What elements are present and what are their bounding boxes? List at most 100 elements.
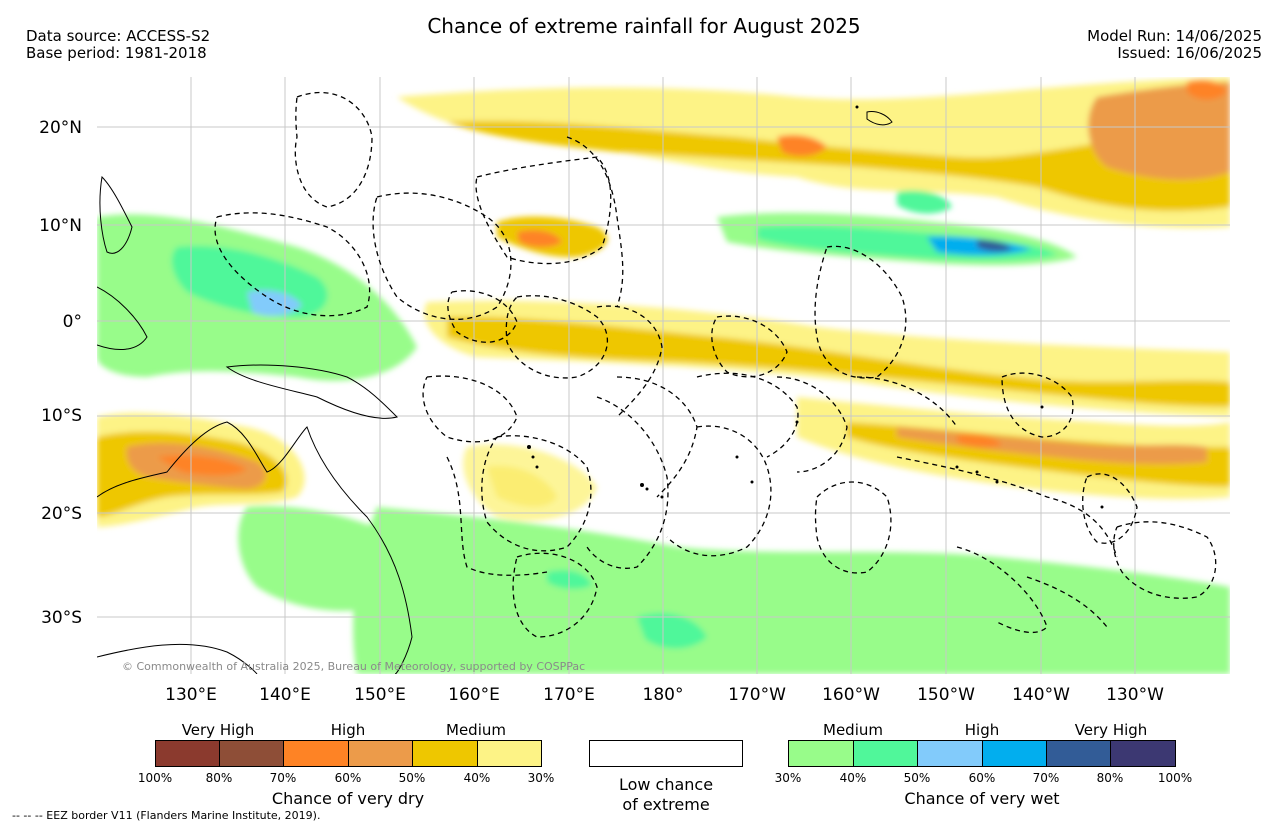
dry-swatch: [477, 740, 542, 767]
eez-border: [1001, 372, 1074, 438]
eez-border: [446, 456, 548, 576]
wet-legend-caption: Chance of very wet: [904, 789, 1060, 808]
eez-border: [596, 305, 663, 418]
coastlines: [97, 111, 893, 674]
lat-label: 20°N: [39, 118, 82, 138]
lon-label: 160°E: [448, 685, 500, 705]
eez-border: [711, 315, 788, 378]
wet-percent-label: 30%: [774, 771, 802, 785]
eez-border: [422, 375, 518, 443]
eez-border: [814, 481, 892, 574]
australia-coastline: [97, 421, 413, 674]
dry-swatch: [412, 740, 478, 767]
dry-region-north-hot-2: [1187, 80, 1227, 100]
lon-label: 180°: [642, 685, 684, 705]
dry-region-sw-pacific-light: [463, 444, 597, 521]
dry-percent-label: 100%: [137, 771, 173, 785]
wet-swatch: [917, 740, 983, 767]
issued-text: Issued: 16/06/2025: [1117, 44, 1262, 62]
eez-border: [505, 295, 608, 379]
wet-percent-label: 40%: [839, 771, 867, 785]
eez-border: [616, 376, 698, 498]
lon-label: 150°W: [917, 685, 975, 705]
map-title: Chance of extreme rainfall for August 20…: [427, 14, 861, 38]
lat-label: 10°S: [41, 406, 82, 426]
lon-label: 140°W: [1012, 685, 1070, 705]
wet-category-label: Very High: [1074, 721, 1148, 739]
dry-swatch: [155, 740, 220, 767]
eez-border: [294, 91, 373, 208]
dry-percent-label: 40%: [463, 771, 491, 785]
wet-swatch: [788, 740, 854, 767]
eez-border: [447, 290, 518, 343]
wet-region-south-pacific: [353, 507, 1230, 674]
lon-label: 160°W: [822, 685, 880, 705]
header-right: Model Run: 14/06/2025 Issued: 16/06/2025: [1087, 28, 1262, 62]
wet-percent-label: 50%: [903, 771, 931, 785]
eez-border: [666, 425, 772, 557]
wet-swatch: [1110, 740, 1176, 767]
dry-category-label: Medium: [446, 721, 506, 739]
wet-region-east-australia: [238, 506, 408, 611]
wet-percent-label: 60%: [968, 771, 996, 785]
eez-borders: [214, 91, 1217, 638]
dry-region-north-mid: [447, 120, 1230, 211]
dry-legend-caption: Chance of very dry: [271, 789, 425, 808]
dry-region-equatorial: [447, 316, 1230, 407]
header-left: Data source: ACCESS-S2 Base period: 1981…: [26, 28, 210, 62]
wet-percent-label: 70%: [1032, 771, 1060, 785]
eez-border: [372, 192, 512, 320]
eez-border: [896, 456, 1118, 558]
dry-percent-label: 70%: [269, 771, 297, 785]
eez-border: [776, 376, 848, 473]
dry-percent-label: 50%: [398, 771, 426, 785]
hawaii-coastline: [866, 111, 893, 126]
eez-border: [814, 245, 907, 379]
lon-label: 170°E: [543, 685, 595, 705]
dry-percent-label: 30%: [527, 771, 555, 785]
eez-border: [696, 372, 799, 458]
wet-percent-label: 100%: [1157, 771, 1193, 785]
dry-region-australia-red: [157, 455, 247, 476]
eez-border: [481, 435, 592, 552]
low-chance-line2: of extreme: [622, 795, 710, 814]
eez-border: [1113, 521, 1217, 599]
low-chance-line1: Low chance: [618, 775, 714, 794]
lat-label: 30°S: [41, 608, 82, 628]
eez-border: [1082, 473, 1138, 544]
lat-label: 10°N: [39, 216, 82, 236]
lat-label: 0°: [62, 312, 82, 332]
low-chance-label: Low chance of extreme: [619, 775, 713, 815]
eez-border: [214, 212, 371, 317]
eez-border: [856, 376, 958, 428]
dry-percent-label: 60%: [334, 771, 362, 785]
wet-region-north-central-dark: [977, 239, 1012, 252]
wet-category-label: Medium: [823, 721, 883, 739]
dry-region-north-orange: [1088, 82, 1230, 180]
new-zealand-coastline: [97, 643, 258, 674]
dry-swatch: [219, 740, 284, 767]
dry-percent-label: 80%: [205, 771, 233, 785]
lon-label: 140°E: [259, 685, 311, 705]
eez-footnote: -- -- -- EEZ border V11 (Flanders Marine…: [12, 809, 321, 822]
dry-swatch: [283, 740, 349, 767]
eez-border: [1026, 576, 1108, 628]
dry-region-north-hot: [777, 135, 827, 157]
dry-category-label: Very High: [181, 721, 255, 739]
wet-region-south-pacific-mid: [637, 613, 707, 649]
wet-region-hawaii: [897, 190, 952, 214]
lon-label: 170°W: [728, 685, 786, 705]
probability-fields: [97, 77, 1230, 674]
base-period-text: Base period: 1981-2018: [26, 44, 207, 62]
low-chance-swatch: [589, 740, 743, 767]
wet-category-label: High: [964, 721, 1000, 739]
wet-percent-label: 80%: [1096, 771, 1124, 785]
dry-region-central-north-hot: [517, 230, 562, 248]
dry-region-south-red: [957, 434, 1002, 448]
rainfall-map: [97, 77, 1230, 674]
island-dots: [527, 105, 1104, 509]
copyright-text: © Commonwealth of Australia 2025, Bureau…: [122, 660, 586, 673]
lon-label: 130°W: [1106, 685, 1164, 705]
wet-swatch: [1046, 740, 1111, 767]
dry-category-label: High: [330, 721, 366, 739]
